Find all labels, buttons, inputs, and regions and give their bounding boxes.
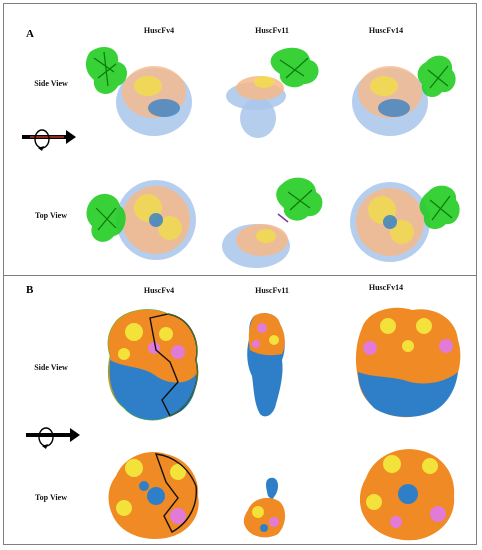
panel-b-huscfv4-top (108, 452, 199, 539)
panel-a-huscfv11-top (222, 177, 323, 268)
panel-b-letter: B (26, 284, 34, 296)
panel-a-huscfv14-side (352, 55, 456, 136)
panel-a-row-top-view: Top View (35, 211, 67, 220)
panel-b-col-huscfv4: HuscFv4 (143, 286, 175, 295)
panel-b-huscfv14-side (355, 307, 461, 418)
panel-a-col-huscfv11: HuscFv11 (255, 26, 289, 35)
panel-a-huscfv11-side (226, 47, 319, 138)
panel-b-col-huscfv14: HuscFv14 (368, 283, 404, 292)
rotation-arrow-icon (26, 427, 80, 449)
panel-b-huscfv11-side (247, 313, 285, 417)
panel-a-huscfv4-side (85, 47, 192, 136)
panel-b-huscfv14-top (359, 449, 455, 541)
panel-b-huscfv11-top (243, 477, 286, 538)
panel-a-huscfv14-top (350, 182, 460, 262)
panel-b: B HuscFv4 HuscFv11 HuscFv14 Side View To… (4, 276, 476, 546)
panel-a: A HuscFv4 HuscFv11 HuscFv14 Side View To… (4, 4, 476, 276)
figure-frame: A HuscFv4 HuscFv11 HuscFv14 Side View To… (3, 3, 477, 545)
panel-a-col-huscfv4: HuscFv4 (143, 26, 175, 35)
panel-a-letter: A (26, 28, 34, 40)
panel-b-row-top-view: Top View (35, 493, 67, 502)
panel-a-col-huscfv14: HuscFv14 (368, 26, 404, 35)
panel-a-row-side-view: Side View (34, 79, 68, 88)
panel-b-row-side-view: Side View (34, 363, 68, 372)
panel-b-col-huscfv11: HuscFv11 (255, 286, 289, 295)
panel-b-huscfv4-side (107, 309, 199, 421)
panel-a-huscfv4-top (86, 180, 196, 260)
rotation-arrow-icon (22, 129, 76, 151)
